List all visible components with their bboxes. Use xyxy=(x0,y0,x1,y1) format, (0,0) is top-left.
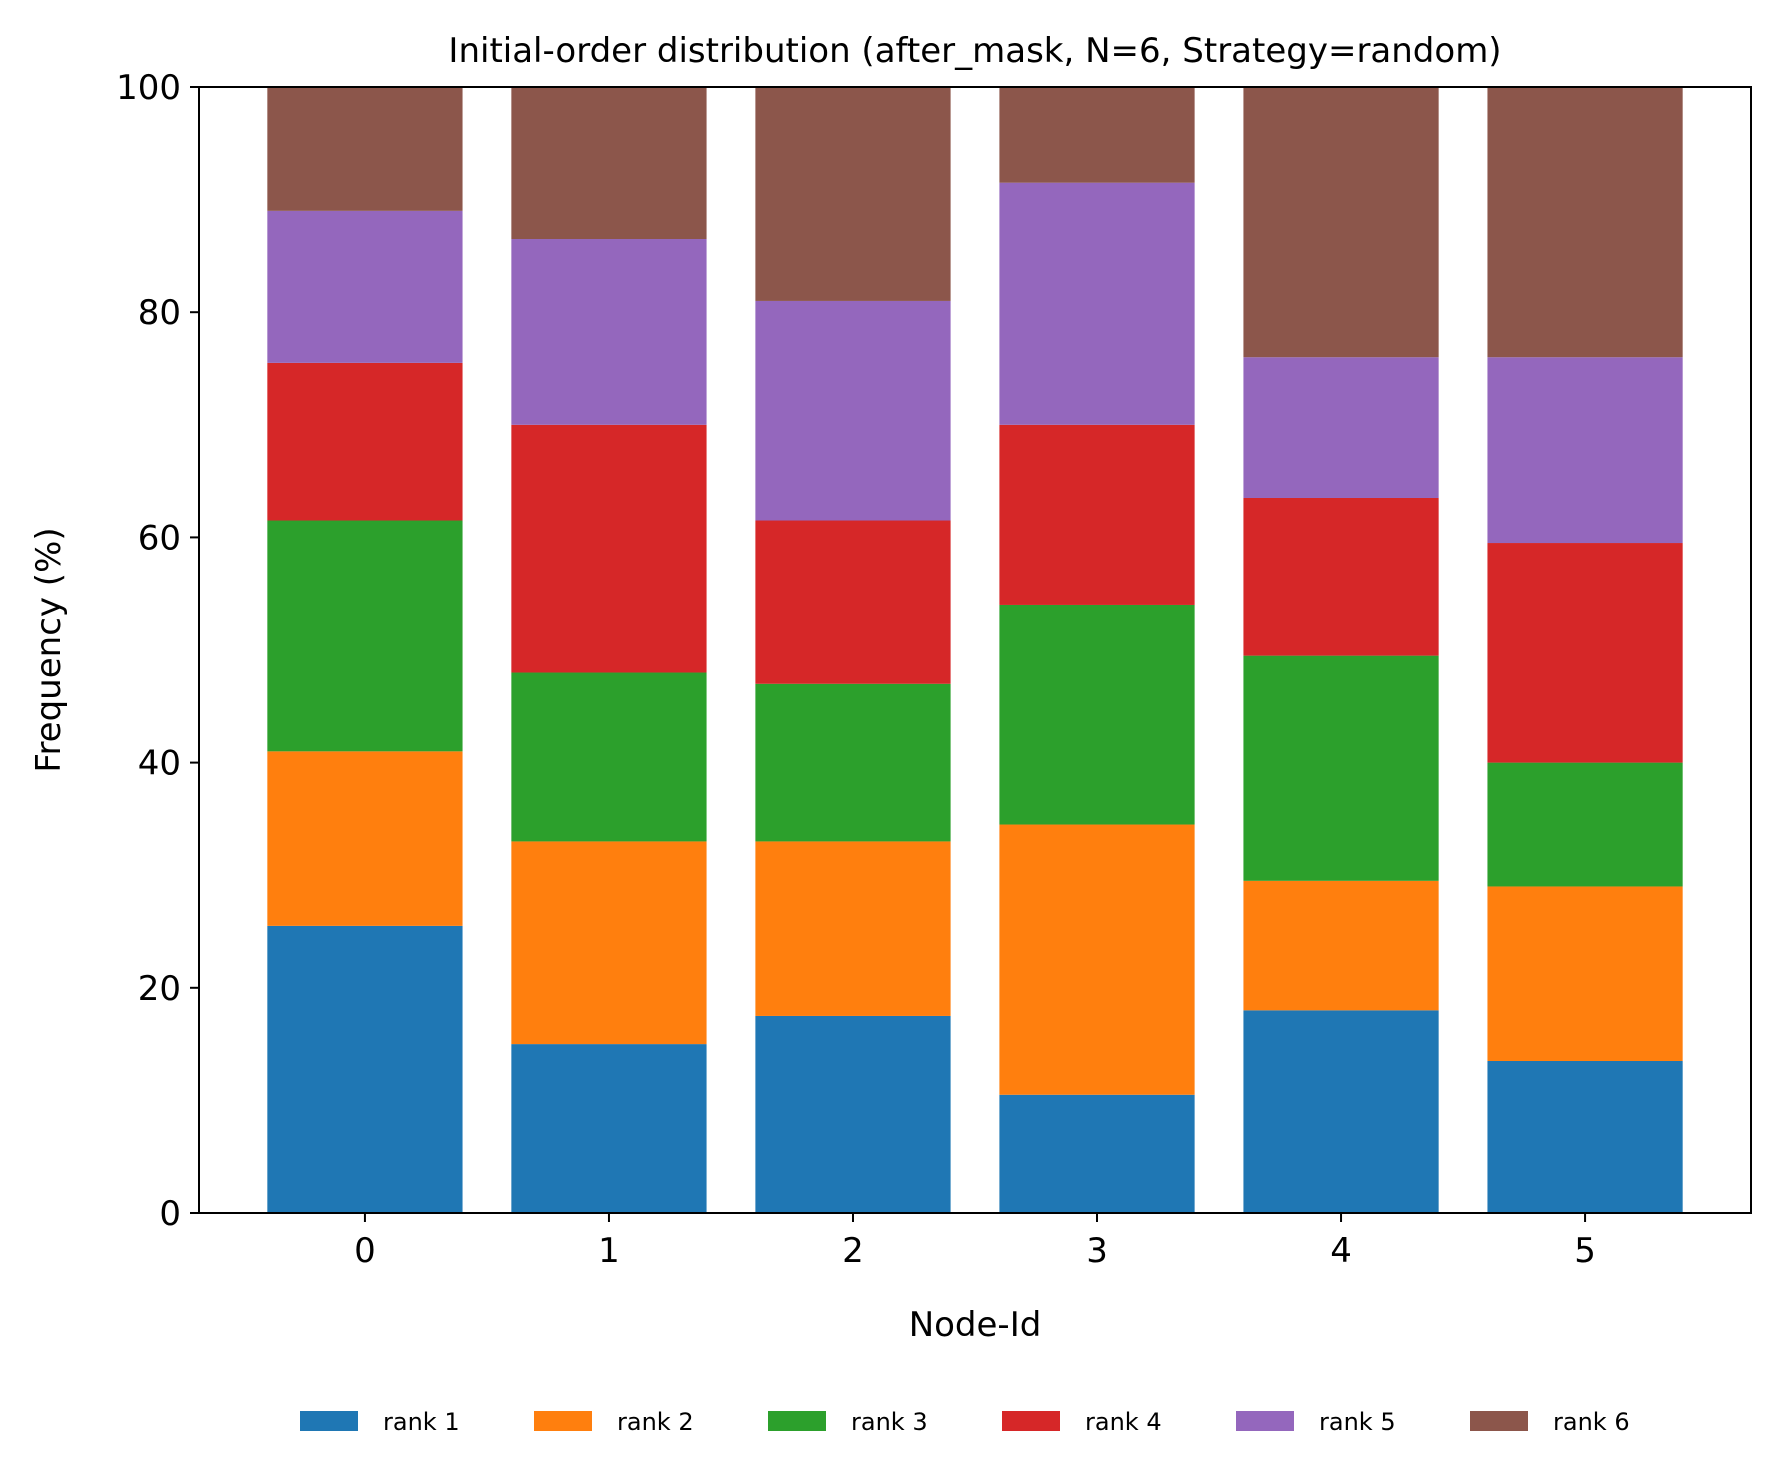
bar-node-3-rank-5 xyxy=(999,182,1195,425)
bar-node-3-rank-4 xyxy=(999,424,1195,605)
legend: rank 1 rank 2 rank 3 rank 4 rank 5 rank 6 xyxy=(300,1408,1630,1436)
bar-node-2-rank-1 xyxy=(755,1015,951,1213)
bar-node-3-rank-2 xyxy=(999,824,1195,1095)
legend-swatch-rank-5 xyxy=(1236,1411,1294,1431)
legend-swatch-rank-1 xyxy=(300,1411,358,1431)
bar-node-5-rank-1 xyxy=(1487,1060,1683,1213)
bar-node-0-rank-6 xyxy=(267,87,463,211)
bar-node-4-rank-3 xyxy=(1243,655,1439,881)
plot-frame xyxy=(198,86,1752,1214)
bar-node-1-rank-5 xyxy=(511,239,707,425)
bar-node-0-rank-2 xyxy=(267,751,463,926)
bar-node-1-rank-3 xyxy=(511,672,707,842)
chart-title: Initial-order distribution (after_mask, … xyxy=(448,31,1501,71)
y-tick-label: 0 xyxy=(159,1194,181,1234)
x-tick-label: 1 xyxy=(598,1231,620,1271)
y-axis: 0 20 40 60 80 100 xyxy=(116,68,199,1234)
bar-node-1-rank-2 xyxy=(511,841,707,1045)
bar-node-2-rank-6 xyxy=(755,87,951,301)
bar-node-2-rank-4 xyxy=(755,520,951,684)
y-axis-label: Frequency (%) xyxy=(29,527,69,772)
bar-node-3-rank-6 xyxy=(999,87,1195,183)
bar-node-4-rank-6 xyxy=(1243,87,1439,358)
legend-label-rank-5: rank 5 xyxy=(1319,1408,1396,1436)
y-tick-label: 40 xyxy=(138,744,181,784)
y-tick-label: 20 xyxy=(138,969,181,1009)
legend-swatch-rank-3 xyxy=(768,1411,826,1431)
bar-node-3-rank-1 xyxy=(999,1094,1195,1213)
x-tick-label: 3 xyxy=(1086,1231,1108,1271)
legend-swatch-rank-4 xyxy=(1002,1411,1060,1431)
bar-node-5-rank-4 xyxy=(1487,543,1683,763)
bar-node-4-rank-1 xyxy=(1243,1010,1439,1213)
bar-node-0-rank-5 xyxy=(267,210,463,363)
x-tick-label: 0 xyxy=(354,1231,376,1271)
x-tick-label: 4 xyxy=(1330,1231,1352,1271)
bar-node-2-rank-2 xyxy=(755,841,951,1016)
bar-node-3-rank-3 xyxy=(999,604,1195,825)
legend-label-rank-4: rank 4 xyxy=(1085,1408,1162,1436)
bar-node-2-rank-5 xyxy=(755,300,951,521)
bar-node-1-rank-4 xyxy=(511,424,707,673)
legend-swatch-rank-6 xyxy=(1470,1411,1528,1431)
x-axis: 0 1 2 3 4 5 xyxy=(354,1213,1596,1271)
bar-node-5-rank-6 xyxy=(1487,87,1683,358)
bar-node-0-rank-4 xyxy=(267,362,463,521)
bar-node-5-rank-2 xyxy=(1487,886,1683,1061)
legend-swatch-rank-2 xyxy=(534,1411,592,1431)
y-tick-label: 80 xyxy=(138,293,181,333)
bars-layer xyxy=(267,87,1683,1213)
legend-label-rank-3: rank 3 xyxy=(851,1408,928,1436)
legend-label-rank-2: rank 2 xyxy=(617,1408,694,1436)
bar-node-5-rank-5 xyxy=(1487,357,1683,544)
legend-label-rank-6: rank 6 xyxy=(1553,1408,1630,1436)
bar-node-4-rank-2 xyxy=(1243,880,1439,1011)
legend-label-rank-1: rank 1 xyxy=(383,1408,460,1436)
bar-node-1-rank-6 xyxy=(511,87,707,240)
y-tick-label: 60 xyxy=(138,518,181,558)
bar-node-5-rank-3 xyxy=(1487,762,1683,887)
bar-node-2-rank-3 xyxy=(755,683,951,842)
x-axis-label: Node-Id xyxy=(909,1305,1042,1345)
bar-node-4-rank-5 xyxy=(1243,357,1439,498)
x-tick-label: 2 xyxy=(842,1231,864,1271)
bar-node-4-rank-4 xyxy=(1243,497,1439,656)
x-tick-label: 5 xyxy=(1574,1231,1596,1271)
y-tick-label: 100 xyxy=(116,68,181,108)
bar-node-0-rank-3 xyxy=(267,520,463,752)
bar-node-1-rank-1 xyxy=(511,1044,707,1213)
bar-node-0-rank-1 xyxy=(267,925,463,1213)
